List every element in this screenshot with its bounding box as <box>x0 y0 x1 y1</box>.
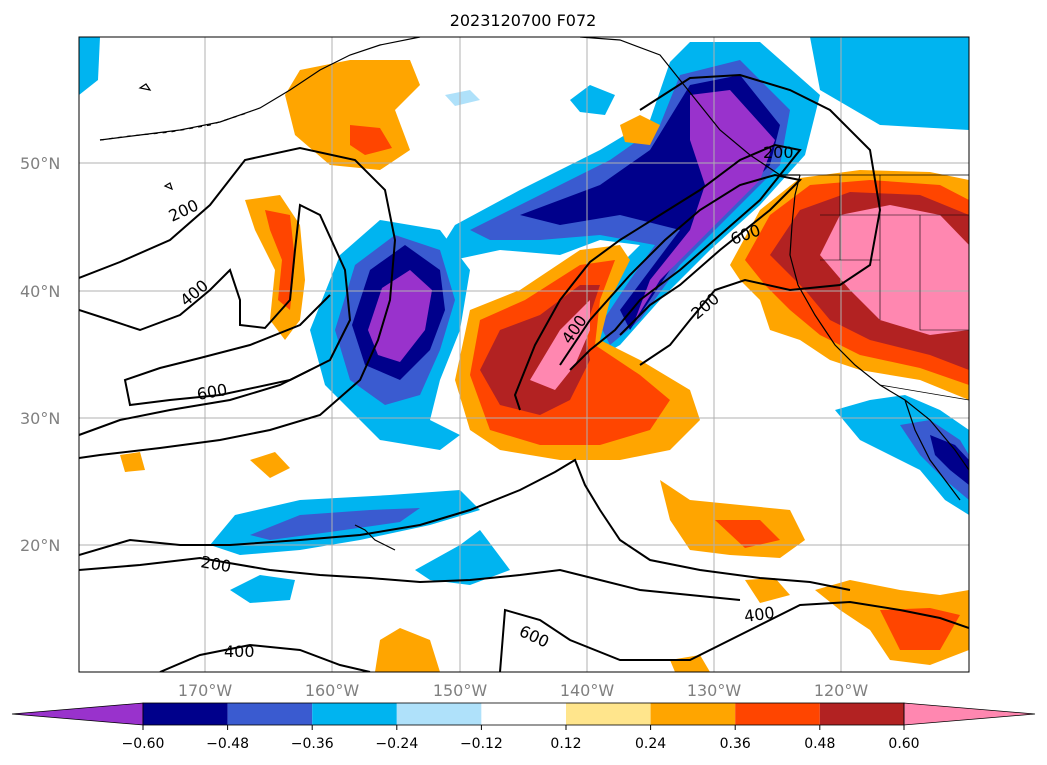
lon-label: 170°W <box>178 681 233 700</box>
colorbar-tick-label: 0.60 <box>888 736 919 752</box>
graticule <box>79 37 969 672</box>
negative-strip-south-mid <box>250 508 420 540</box>
negative-patch-northwest-corner <box>79 37 100 95</box>
positive-patch-s2 <box>250 452 290 478</box>
colorbar-segment <box>735 703 820 725</box>
border-us-mexico <box>879 384 969 401</box>
positive-patch-s3 <box>120 452 145 472</box>
coastline-pnw-west-us <box>789 174 969 471</box>
colorbar-tick-label: −0.36 <box>291 736 334 752</box>
contour-label: 400 <box>743 603 776 626</box>
positive-patch-s4 <box>620 115 660 145</box>
contour-north-loop-inner <box>79 203 352 407</box>
positive-patch-s5 <box>745 578 790 603</box>
coastline-bc <box>579 37 800 176</box>
positive-alaska-lobe-core <box>350 125 392 155</box>
latitude-labels: 50°N 40°N 30°N 20°N <box>20 154 60 555</box>
contour-trough <box>513 143 802 411</box>
colorbar-ticks <box>142 725 905 730</box>
positive-west-strip-core <box>265 210 295 310</box>
colorbar-tick-label: 0.36 <box>720 736 751 752</box>
colorbar-segment <box>143 703 228 725</box>
contour-east-ridge <box>639 73 882 366</box>
colorbar-tick-label: −0.12 <box>460 736 503 752</box>
colorbar-tick-label: −0.24 <box>375 736 418 752</box>
negative-patch-small-gulf-2 <box>445 90 480 106</box>
contour-north-loop-outer <box>79 146 397 459</box>
lon-label: 130°W <box>687 681 742 700</box>
contour-label: 200 <box>763 143 794 162</box>
positive-central-band-peak <box>530 300 590 390</box>
colorbar-segment <box>312 703 397 725</box>
contour-west-600 <box>79 369 311 436</box>
map-frame <box>78 36 970 673</box>
colorbar-extend-high <box>903 702 1036 726</box>
lon-label: 150°W <box>433 681 488 700</box>
longitude-labels: 170°W 160°W 150°W 140°W 130°W 120°W <box>178 681 869 700</box>
height-contours <box>79 73 969 672</box>
contour-south-200 <box>79 556 741 601</box>
negative-trough-central-peak <box>368 270 432 362</box>
colorbar-tick-label: −0.48 <box>206 736 249 752</box>
colorbar-tick-label: 0.48 <box>804 736 835 752</box>
colorbar-segment <box>819 703 905 725</box>
negative-patch-midsouth <box>415 530 510 585</box>
colorbar-segment <box>396 703 482 725</box>
border-states <box>820 175 969 331</box>
coastlines <box>99 37 969 551</box>
lon-label: 140°W <box>560 681 615 700</box>
contour-trough-2 <box>559 173 803 366</box>
colorbar-segment <box>481 703 566 725</box>
map-panel: 200 400 600 400 600 200 200 200 400 400 … <box>78 36 970 673</box>
negative-patch-mexico-core <box>930 435 969 485</box>
lon-label: 160°W <box>305 681 360 700</box>
map-title: 2023120700 F072 <box>450 11 597 30</box>
positive-us-west-peak <box>820 205 969 335</box>
coastline-alaska <box>99 37 421 141</box>
contour-south-800 <box>79 458 851 591</box>
coastline-baja <box>904 399 961 501</box>
shaded-fields <box>79 37 969 672</box>
colorbar-tick-label: −0.60 <box>122 736 165 752</box>
colorbar-tick-labels: −0.60 −0.48 −0.36 −0.24 −0.12 0.12 0.24 … <box>122 736 920 752</box>
lat-label: 30°N <box>20 409 60 428</box>
colorbar-tick-label: 0.12 <box>550 736 581 752</box>
colorbar-tick-label: 0.24 <box>635 736 666 752</box>
lat-label: 50°N <box>20 154 60 173</box>
colorbar-segment <box>566 703 651 725</box>
colorbar: −0.60 −0.48 −0.36 −0.24 −0.12 0.12 0.24 … <box>11 702 1036 752</box>
lat-label: 40°N <box>20 282 60 301</box>
colorbar-frame <box>142 702 905 726</box>
negative-band-northeast-peak <box>635 90 775 320</box>
contour-south-400 <box>159 600 969 672</box>
lon-label: 120°W <box>814 681 869 700</box>
negative-patch-small-gulf <box>570 85 615 115</box>
colorbar-extend-low <box>11 702 144 726</box>
lat-label: 20°N <box>20 536 60 555</box>
coastline-small-islands <box>138 83 173 191</box>
contour-label: 400 <box>224 642 255 661</box>
positive-central-band-core <box>480 285 600 415</box>
negative-patch-northeast-corner <box>810 37 969 130</box>
positive-patch-subtropics-east-core <box>715 520 780 548</box>
coastline-aleutian-dashes <box>99 111 251 141</box>
negative-patch-mexico-mid <box>900 420 969 500</box>
negative-patch-southwest <box>230 575 295 603</box>
coastline-hawaii <box>354 524 396 551</box>
colorbar-segment <box>227 703 313 725</box>
positive-patch-south-small <box>375 628 440 672</box>
colorbar-segment <box>650 703 736 725</box>
